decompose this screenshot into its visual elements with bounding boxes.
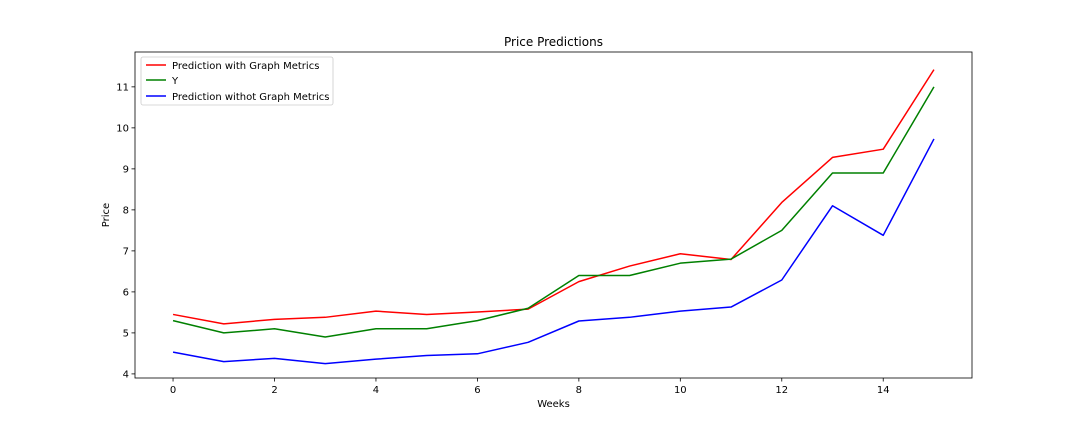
y-tick-label: 10 xyxy=(116,123,129,134)
legend: Prediction with Graph Metrics Y Predicti… xyxy=(140,56,334,106)
y-tick-label: 8 xyxy=(123,205,129,216)
legend-label-with-graph-metrics: Prediction with Graph Metrics xyxy=(172,61,319,72)
x-tick-label: 4 xyxy=(373,385,379,396)
y-axis-label: Price xyxy=(101,203,112,227)
x-tick-label: 8 xyxy=(576,385,582,396)
series-line-1 xyxy=(172,86,935,338)
chart-title: Price Predictions xyxy=(504,35,603,49)
legend-box xyxy=(140,56,334,106)
y-tick-label: 4 xyxy=(123,369,129,380)
legend-label-y: Y xyxy=(171,76,179,87)
plot-area xyxy=(135,52,972,378)
y-tick-label: 6 xyxy=(123,287,129,298)
plot-frame xyxy=(134,51,973,379)
x-tick-label: 2 xyxy=(271,385,277,396)
x-tick-label: 0 xyxy=(170,385,176,396)
y-tick-label: 7 xyxy=(123,246,129,257)
y-tick-label: 11 xyxy=(116,82,129,93)
series-line-2 xyxy=(172,138,935,365)
tick-layer: 0 2 4 6 8 10 12 14 4 5 6 7 8 9 10 11 xyxy=(116,82,889,396)
series-line-0 xyxy=(172,69,935,325)
x-axis-label: Weeks xyxy=(537,399,570,410)
x-tick-label: 6 xyxy=(474,385,480,396)
series-layer xyxy=(172,69,935,365)
x-tick-label: 10 xyxy=(674,385,687,396)
legend-label-without-graph-metrics: Prediction withot Graph Metrics xyxy=(172,92,329,103)
y-tick-label: 9 xyxy=(123,164,129,175)
x-tick-label: 12 xyxy=(775,385,788,396)
x-tick-label: 14 xyxy=(877,385,890,396)
y-tick-label: 5 xyxy=(123,328,129,339)
